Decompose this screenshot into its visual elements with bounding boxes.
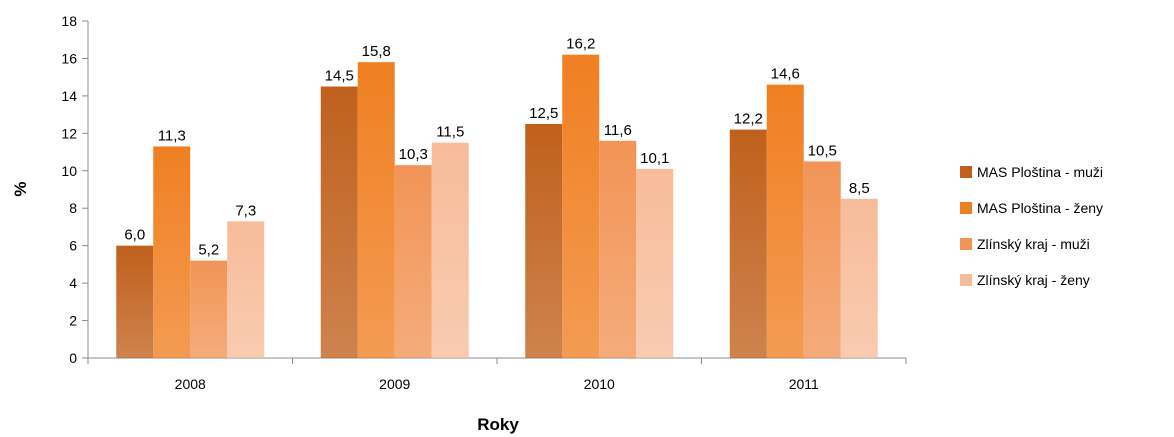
data-label: 14,6 — [771, 66, 800, 83]
y-tick-label: 2 — [69, 313, 77, 329]
bar — [766, 84, 804, 359]
data-label: 11,6 — [604, 122, 632, 139]
data-labels: 6,0 11,3 5,2 7,3 14,5 15,8 10,3 11,5 12,5 16,2 11,… — [124, 36, 869, 259]
x-axis-title: Roky — [477, 415, 519, 434]
data-label: 15,8 — [362, 43, 391, 60]
y-tick-label: 10 — [61, 163, 77, 179]
y-tick-label: 6 — [69, 238, 77, 254]
legend-label: MAS Ploština - ženy — [977, 200, 1103, 216]
data-label: 14,5 — [325, 68, 354, 85]
bar — [636, 168, 674, 358]
legend: MAS Ploština - muži MAS Ploština - ženy Zl… — [960, 164, 1103, 288]
y-axis: 0 2 4 6 8 10 12 14 16 18 — [61, 13, 89, 366]
legend-label: Zlínský kraj - ženy — [977, 272, 1090, 288]
bar — [190, 260, 228, 358]
bar — [525, 123, 563, 358]
legend-swatch — [960, 238, 972, 250]
bar — [116, 245, 154, 358]
x-tick-label: 2010 — [584, 376, 615, 392]
bar — [431, 142, 469, 358]
bar — [729, 129, 767, 358]
data-label: 11,5 — [436, 124, 464, 141]
data-label: 10,3 — [399, 146, 428, 163]
data-label: 6,0 — [124, 227, 145, 244]
y-tick-label: 8 — [69, 200, 77, 216]
bar — [803, 161, 841, 358]
legend-swatch — [960, 202, 972, 214]
y-tick-label: 16 — [61, 50, 77, 66]
bar — [227, 221, 265, 358]
legend-swatch — [960, 166, 972, 178]
legend-label: MAS Ploština - muži — [977, 164, 1103, 180]
bar — [840, 198, 878, 358]
bar — [599, 140, 637, 358]
data-label: 5,2 — [198, 242, 219, 259]
data-label: 8,5 — [849, 180, 870, 197]
bar — [357, 62, 395, 358]
bar — [320, 86, 358, 359]
y-tick-label: 12 — [61, 125, 77, 141]
data-label: 11,3 — [158, 127, 186, 144]
y-tick-label: 14 — [61, 88, 77, 104]
bar — [562, 54, 600, 358]
legend-label: Zlínský kraj - muži — [977, 236, 1090, 252]
legend-swatch — [960, 274, 972, 286]
y-axis-title: % — [11, 181, 30, 196]
x-axis: 2008 2009 2010 2011 — [87, 357, 907, 392]
x-tick-label: 2011 — [789, 376, 819, 392]
data-label: 7,3 — [235, 202, 256, 219]
data-label: 12,2 — [734, 111, 763, 128]
x-tick-label: 2008 — [175, 376, 206, 392]
bars — [116, 54, 878, 359]
bar — [394, 165, 432, 358]
x-tick-label: 2009 — [379, 376, 410, 392]
data-label: 16,2 — [566, 36, 595, 53]
y-tick-label: 0 — [69, 350, 77, 366]
data-label: 10,1 — [640, 150, 669, 167]
data-label: 10,5 — [808, 142, 837, 159]
data-label: 12,5 — [529, 105, 558, 122]
y-tick-label: 4 — [69, 275, 77, 291]
bar — [153, 146, 191, 358]
y-tick-label: 18 — [61, 13, 77, 29]
